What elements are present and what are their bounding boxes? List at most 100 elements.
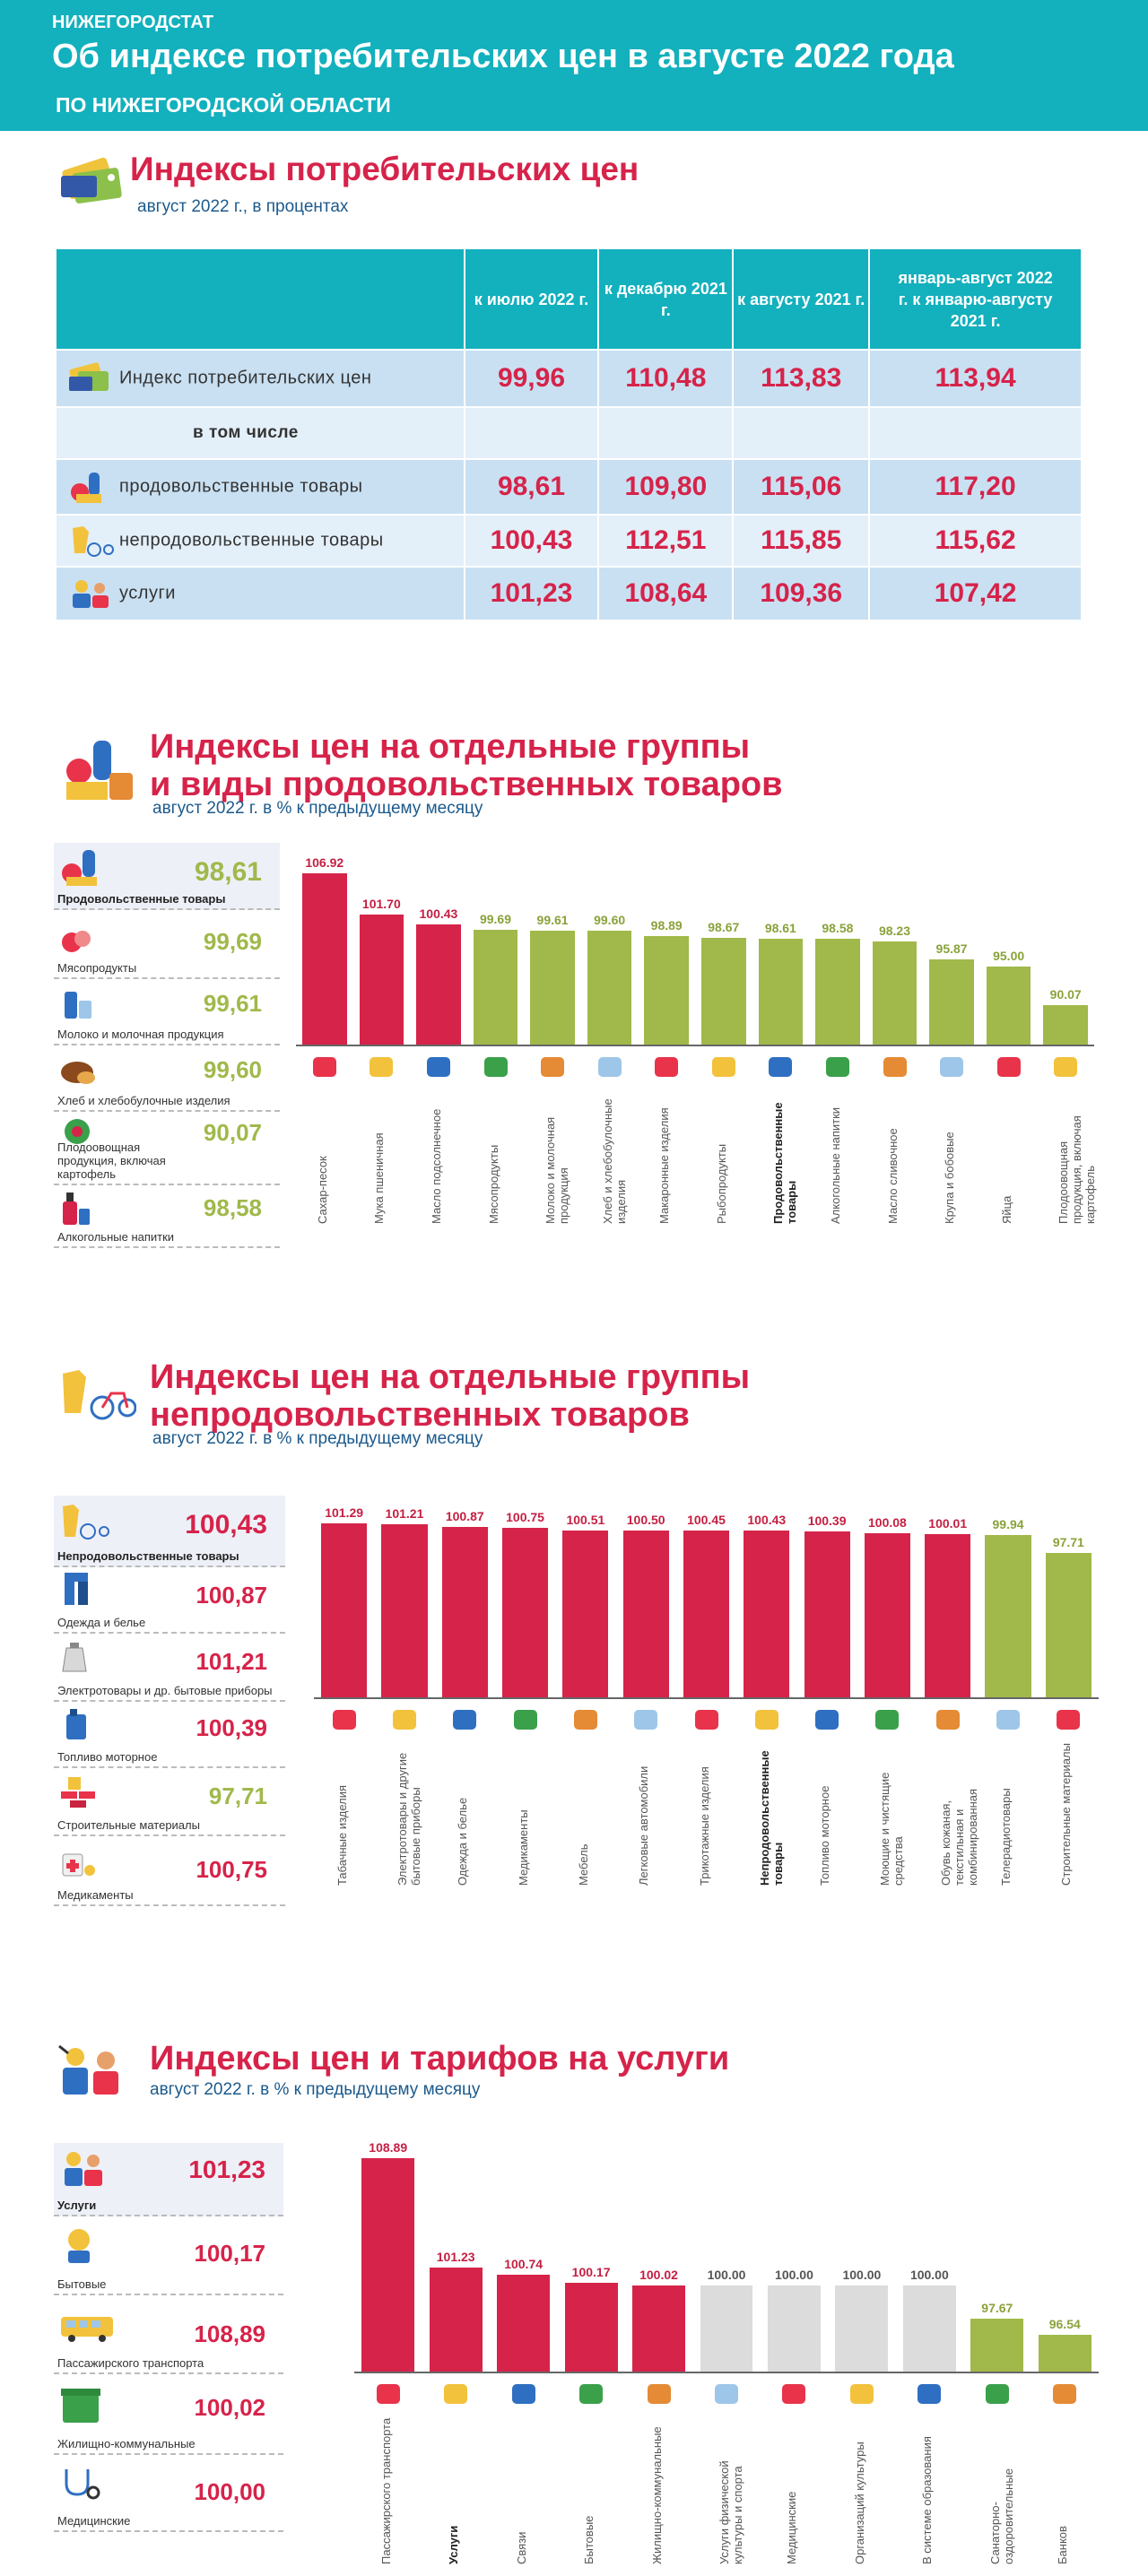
category-icon (940, 1057, 964, 1077)
chart-category-label: Медикаменты (516, 1809, 530, 1886)
side-item-nonfood: 100,43 Непродовольственные товары (54, 1496, 285, 1567)
side-value: 100,75 (196, 1856, 267, 1883)
chart-category-label: Топливо моторное (818, 1785, 832, 1886)
chart-bar (361, 2157, 415, 2372)
cpi-row-total: Индекс потребительских цен 99,96 110,48 … (57, 350, 1083, 408)
cpi-cell: 98,61 (464, 459, 600, 516)
chart-bar (441, 1527, 488, 1697)
side-value: 99,60 (203, 1056, 262, 1083)
cpi-cell: 112,51 (598, 515, 735, 568)
cpi-col-header: к декабрю 2021 г. (598, 249, 735, 351)
category-icon (985, 2384, 1009, 2404)
cpi-cell: 115,62 (869, 515, 1083, 568)
chart-bar (768, 2285, 821, 2372)
cpi-cell (464, 407, 600, 460)
chart-data-label: 100.00 (909, 2268, 949, 2282)
chart-category-label: Организаций культуры (852, 2442, 866, 2564)
chart-data-label: 101.70 (361, 896, 401, 911)
cpi-title: Индексы потребительских цен (130, 151, 639, 187)
chart-data-label: 100.43 (419, 906, 458, 921)
chart-data-label: 100.87 (445, 1509, 484, 1524)
medicine-icon (62, 1853, 95, 1877)
chart-data-label: 100.17 (571, 2265, 611, 2280)
chart-category-label: Масло сливочное (885, 1128, 900, 1224)
alcohol-bottle-icon (63, 1193, 90, 1225)
chart-data-label: 99.94 (992, 1516, 1024, 1531)
side-label: Топливо моторное (57, 1750, 158, 1764)
chart-category-label: Санаторно-оздоровительные (987, 2468, 1015, 2564)
chart-bar (473, 930, 518, 1045)
chart-bar (1045, 1553, 1091, 1697)
bread-icon (61, 1062, 95, 1084)
cpi-row-label: услуги (119, 583, 176, 603)
cpi-row-including: в том числе (57, 407, 1083, 460)
side-label: Мясопродукты (57, 961, 137, 975)
services-title: Индексы цен и тарифов на услуги (150, 2040, 730, 2077)
food-title: Индексы цен на отдельные группы и виды п… (150, 728, 783, 803)
nonfood-title-line1: Индексы цен на отдельные группы (150, 1358, 751, 1396)
chart-bar (502, 1528, 549, 1697)
chart-category-label: Телерадиотовары (999, 1788, 1013, 1886)
chart-data-label: 99.61 (536, 912, 569, 927)
chart-data-label: 100.00 (842, 2268, 882, 2282)
side-item-food: 98,61 Продовольственные товары (54, 843, 280, 910)
cpi-table: к июлю 2022 г. к декабрю 2021 г. к авгус… (57, 249, 1083, 621)
nonfood-title: Индексы цен на отдельные группы непродов… (150, 1358, 750, 1434)
category-icon (849, 2384, 874, 2404)
food-subtitle: август 2022 г. в % к предыдущему месяцу (152, 799, 483, 818)
kettle-icon (62, 1643, 87, 1672)
chart-category-label: Строительные материалы (1059, 1743, 1074, 1886)
chart-category-label: Молоко и молочная продукция (544, 1116, 571, 1224)
category-icon (392, 1710, 416, 1730)
cpi-cell: 108,64 (598, 567, 735, 621)
side-label: Электротовары и др. бытовые приборы (57, 1684, 273, 1697)
chart-category-label: Моющие и чистящие средства (878, 1772, 906, 1886)
cpi-row-label: Индекс потребительских цен (119, 368, 372, 388)
chart-category-label: Мука пшеничная (372, 1132, 387, 1224)
food-title-line2: и виды продовольственных товаров (150, 766, 783, 803)
chart-bar (700, 2285, 753, 2372)
category-icon (513, 1710, 537, 1730)
price-tags-icon (61, 157, 122, 204)
cpi-cell: 101,23 (464, 567, 600, 621)
grocery-icon (66, 741, 133, 800)
grocery-icon (71, 473, 101, 503)
chart-data-label: 100.39 (807, 1513, 847, 1528)
services-people-icon (58, 2044, 118, 2095)
clothes-icon (65, 1573, 88, 1605)
category-icon (483, 1057, 508, 1077)
chart-bar (872, 941, 918, 1045)
side-label: Непродовольственные товары (57, 1549, 239, 1563)
price-tags-icon (69, 362, 109, 391)
cpi-cell (869, 407, 1083, 460)
side-item-fuel: 100,39 Топливо моторное (54, 1702, 285, 1768)
chart-bar (497, 2275, 551, 2372)
side-item-bread: 99,60 Хлеб и хлебобулочные изделия (54, 1045, 280, 1112)
category-icon (996, 1710, 1021, 1730)
cpi-cell: 109,80 (598, 459, 735, 516)
hairdresser-icon (68, 2229, 90, 2263)
side-value: 99,61 (203, 990, 262, 1017)
chart-category-label: Продовольственные товары (771, 1102, 799, 1224)
chart-bar (986, 967, 1031, 1045)
meat-icon (62, 931, 91, 952)
chart-bar (622, 1530, 669, 1697)
cpi-cell: 115,06 (733, 459, 871, 516)
chart-bar (925, 1534, 971, 1697)
side-item-building: 97,71 Строительные материалы (54, 1768, 285, 1836)
side-item-milk: 99,61 Молоко и молочная продукция (54, 979, 280, 1045)
cpi-cell (598, 407, 735, 460)
category-icon (754, 1710, 778, 1730)
category-icon (694, 1710, 718, 1730)
chart-data-label: 99.69 (479, 912, 512, 927)
chart-data-label: 101.21 (385, 1506, 424, 1522)
chart-category-label: Жилищно-коммунальные (649, 2426, 664, 2564)
side-item-services: 101,23 Услуги (54, 2143, 283, 2216)
chart-data-label: 100.74 (504, 2257, 544, 2272)
chart-category-label: Обувь кожаная, текстильная и комбинирова… (938, 1788, 979, 1886)
page-title: Об индексе потребительских цен в августе… (52, 38, 954, 75)
chart-data-label: 99.60 (594, 913, 626, 928)
clothes-bike-icon (73, 526, 114, 557)
category-icon (541, 1057, 565, 1077)
cpi-cell: 115,85 (733, 515, 871, 568)
